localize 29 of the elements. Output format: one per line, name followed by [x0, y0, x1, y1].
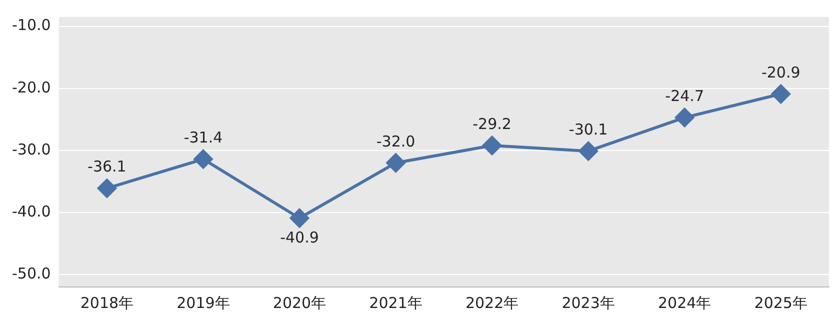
x-tick-label: 2021年: [369, 294, 422, 312]
point: [771, 84, 790, 104]
point: [386, 153, 406, 172]
x-tick-label: 2018年: [80, 294, 134, 312]
text: -20.9: [761, 63, 800, 82]
x-tick-label: 2022年: [465, 294, 519, 312]
point: [578, 142, 598, 161]
point: [194, 150, 213, 169]
y-tick-label: -20.0: [12, 78, 51, 96]
point: [290, 208, 309, 228]
text: -36.1: [88, 158, 126, 176]
text: -30.1: [568, 120, 608, 138]
text: -40.9: [280, 228, 319, 246]
y-tick-label: -40.0: [12, 202, 51, 220]
point: [675, 108, 694, 128]
y-tick-label: -50.0: [12, 264, 51, 282]
text: -32.0: [376, 132, 416, 150]
text: -24.7: [665, 86, 704, 105]
point: [97, 178, 116, 198]
x-tick-label: 2023年: [562, 294, 615, 312]
y-tick-label: -30.0: [12, 140, 51, 158]
text: -31.4: [184, 128, 223, 147]
x-tick-label: 2020年: [272, 294, 326, 312]
y-tick-label: -10.0: [12, 16, 51, 34]
text: -29.2: [472, 114, 512, 133]
x-tick-label: 2024年: [658, 294, 712, 312]
point: [482, 136, 502, 155]
x-tick-label: 2025年: [754, 294, 808, 312]
x-tick-label: 2019年: [176, 294, 230, 312]
